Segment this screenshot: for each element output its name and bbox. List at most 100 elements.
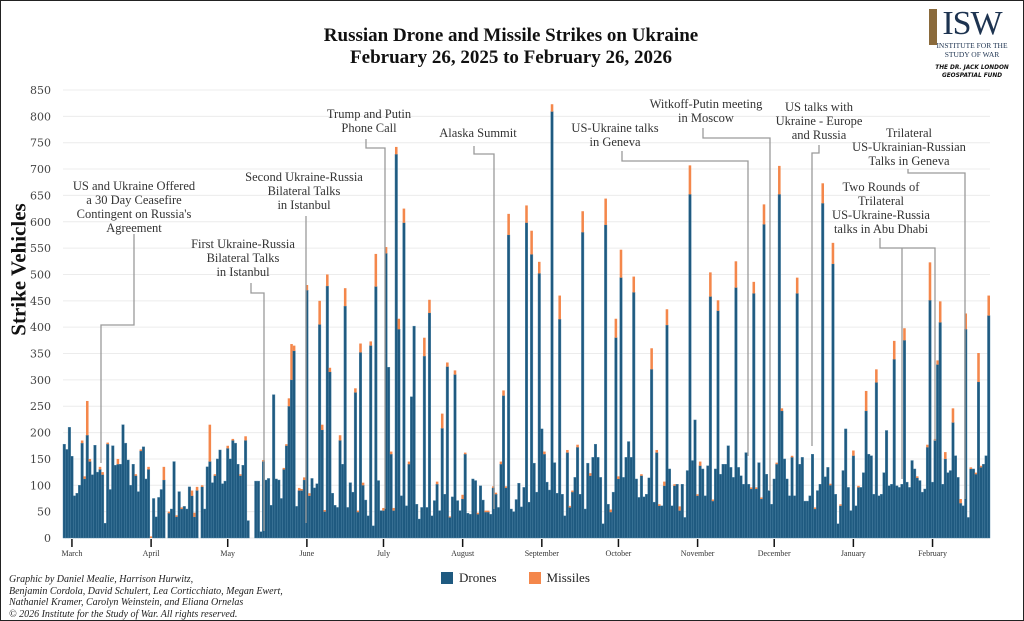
bar-missiles [147, 466, 150, 470]
bar-drones [244, 440, 248, 539]
bar-missiles [226, 445, 229, 449]
bar-drones [361, 485, 365, 539]
bar-missiles [463, 452, 467, 455]
bar-drones [274, 478, 278, 539]
bar-missiles [326, 274, 329, 287]
leader-line-us-talks [811, 145, 820, 446]
legend-item-missiles: Missiles [528, 570, 590, 586]
bar-drones [665, 324, 669, 539]
bar-drones [971, 468, 975, 539]
bar-drones [139, 450, 143, 539]
bar-drones [62, 443, 66, 539]
bar-drones [841, 470, 845, 539]
bar-drones [213, 475, 217, 539]
bar-drones [313, 487, 317, 539]
bar-drones [407, 464, 411, 539]
bar-missiles [928, 262, 932, 301]
bar-drones [747, 484, 751, 539]
bar-missiles [780, 408, 784, 411]
bar-drones [548, 489, 551, 539]
y-tick-label: 350 [30, 348, 51, 361]
bar-drones [731, 477, 735, 539]
bar-missiles [589, 473, 592, 476]
logo-text: ISW [942, 5, 1002, 42]
bar-drones [193, 516, 196, 539]
bar-drones [519, 506, 523, 539]
bar-missiles [915, 476, 919, 478]
bar-drones [364, 499, 368, 539]
bar-drones [793, 495, 797, 539]
bar-missiles [428, 299, 431, 313]
bar-missiles [504, 486, 508, 488]
bar-missiles [604, 198, 607, 225]
bar-drones [502, 395, 505, 539]
bar-drones [895, 485, 899, 539]
bar-drones [453, 374, 457, 539]
bar-missiles [494, 492, 498, 495]
bar-drones [427, 312, 431, 539]
bar-drones [338, 440, 342, 539]
bar-drones [438, 510, 442, 539]
bar-drones [512, 511, 516, 539]
annotation-second-istanbul: Second Ukraine-Russia Bilateral Talks in… [245, 170, 363, 212]
bar-drones [542, 453, 546, 539]
legend-swatch-drones [441, 572, 453, 584]
bar-missiles [435, 481, 439, 485]
bar-missiles [175, 515, 178, 517]
y-axis-ticks: 0 50 100 150 200 250 300 350 400 450 500 550 600 650 7… [30, 84, 51, 545]
bar-drones [279, 498, 283, 539]
bar-drones [517, 482, 521, 539]
chart-subtitle: February 26, 2025 to February 26, 2026 [350, 47, 672, 68]
bar-drones [159, 489, 163, 539]
bar-missiles [755, 487, 758, 489]
bar-drones [410, 396, 414, 539]
x-tick-label: February [918, 549, 947, 558]
bar-drones [739, 475, 743, 539]
bar-drones [742, 484, 746, 539]
bar-drones [269, 505, 273, 539]
bar-drones [78, 485, 82, 539]
bar-drones [918, 480, 922, 539]
bar-drones [813, 508, 817, 539]
bar-missiles [790, 455, 794, 458]
bar-drones [154, 516, 158, 539]
bar-missiles [709, 272, 712, 297]
bar-drones [851, 455, 855, 539]
bar-drones [593, 443, 597, 539]
logo-fund: THE DR. JACK LONDON GEOSPATIAL FUND [935, 65, 1009, 79]
bar-drones [412, 325, 416, 539]
bar-drones [619, 277, 623, 539]
bar-drones [264, 479, 268, 539]
bar-drones [777, 194, 781, 539]
bar-drones [772, 478, 776, 539]
bar-drones [775, 464, 779, 539]
bar-drones [951, 422, 955, 539]
bar-missiles [959, 498, 962, 504]
bar-missiles [282, 467, 286, 470]
bar-drones [272, 394, 276, 539]
bar-drones [98, 469, 102, 539]
y-tick-label: 150 [30, 453, 51, 466]
bar-drones [767, 490, 771, 539]
logo-emblem [929, 9, 937, 45]
bar-drones [721, 464, 725, 539]
bar-missiles [134, 474, 138, 476]
bar-drones [509, 508, 513, 539]
bar-drones [688, 194, 692, 539]
credits-line: Graphic by Daniel Mealie, Harrison Hurwi… [9, 574, 194, 585]
bar-drones [887, 485, 891, 539]
bar-drones [522, 487, 526, 539]
bar-drones [788, 495, 792, 539]
bar-drones [711, 500, 715, 539]
bar-missiles [106, 442, 109, 445]
y-tick-label: 100 [30, 479, 51, 492]
bar-drones [869, 455, 873, 539]
bar-drones [974, 474, 978, 539]
x-tick-label: October [606, 549, 632, 558]
bar-drones [931, 481, 935, 539]
bar-drones [392, 510, 396, 539]
bar-drones [504, 487, 508, 539]
bar-drones [356, 511, 360, 539]
bar-missiles [195, 486, 199, 491]
bar-missiles [338, 435, 342, 441]
